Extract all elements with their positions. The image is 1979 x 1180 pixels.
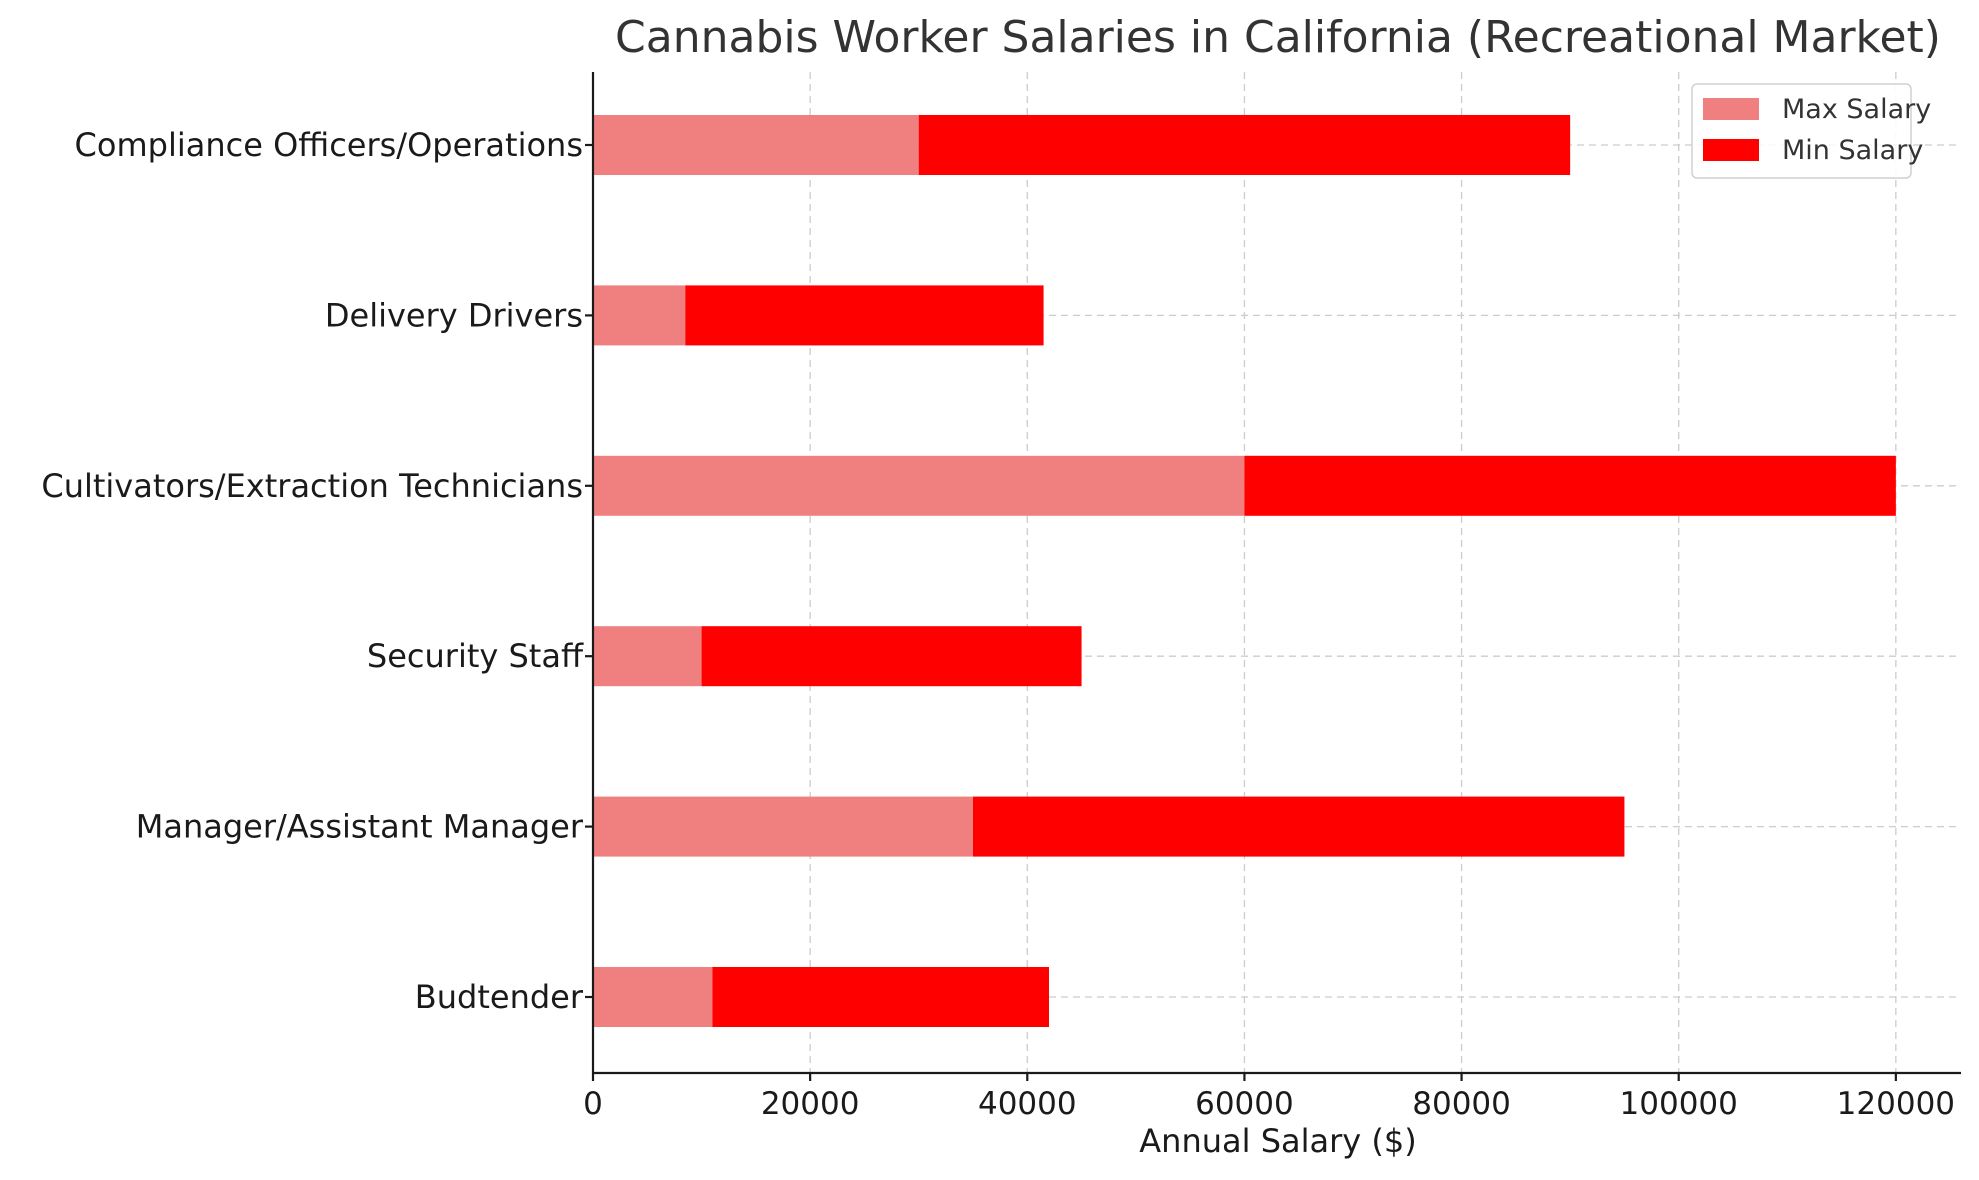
- category-label-4: Delivery Drivers: [325, 296, 583, 334]
- bar-max-5: [593, 115, 919, 175]
- x-tick-label-4: 80000: [1412, 1086, 1511, 1122]
- bar-min-5: [918, 115, 1571, 175]
- x-tick-label-5: 100000: [1620, 1086, 1738, 1122]
- bar-min-4: [685, 285, 1044, 346]
- x-tick-labels: 0 20000 40000 60000 80000 100000 120000: [583, 1086, 1955, 1122]
- x-tick-label-6: 120000: [1837, 1086, 1955, 1122]
- bar-min-3: [1244, 455, 1896, 516]
- bar-min-1: [973, 796, 1625, 857]
- legend-label-1: Min Salary: [1782, 135, 1923, 166]
- category-labels: Budtender Manager/Assistant Manager Securi…: [41, 126, 584, 1016]
- category-label-3: Cultivators/Extraction Technicians: [41, 467, 583, 505]
- legend-swatch-0: [1703, 98, 1759, 120]
- category-label-0: Budtender: [415, 978, 584, 1016]
- grid-lines: [593, 72, 1961, 1073]
- axes: [585, 72, 1961, 1081]
- category-label-1: Manager/Assistant Manager: [136, 808, 584, 846]
- chart-title: Cannabis Worker Salaries in California (…: [615, 12, 1941, 63]
- x-axis-label: Annual Salary ($): [1139, 1122, 1416, 1160]
- bars: [593, 115, 1896, 1027]
- legend-swatch-1: [1703, 139, 1759, 161]
- bar-max-2: [593, 626, 702, 687]
- x-tick-label-1: 20000: [761, 1086, 860, 1122]
- bar-min-2: [701, 626, 1082, 687]
- legend: Max Salary Min Salary: [1691, 83, 1931, 179]
- legend-label-0: Max Salary: [1782, 94, 1931, 125]
- category-label-2: Security Staff: [367, 637, 584, 675]
- bar-max-4: [593, 285, 686, 346]
- category-label-5: Compliance Officers/Operations: [75, 126, 583, 164]
- x-tick-label-3: 60000: [1195, 1086, 1294, 1122]
- bar-max-3: [593, 455, 1245, 516]
- x-tick-label-2: 40000: [978, 1086, 1077, 1122]
- bar-max-0: [593, 967, 713, 1027]
- x-tick-label-0: 0: [583, 1086, 603, 1122]
- bar-max-1: [593, 796, 973, 857]
- bar-min-0: [712, 967, 1049, 1027]
